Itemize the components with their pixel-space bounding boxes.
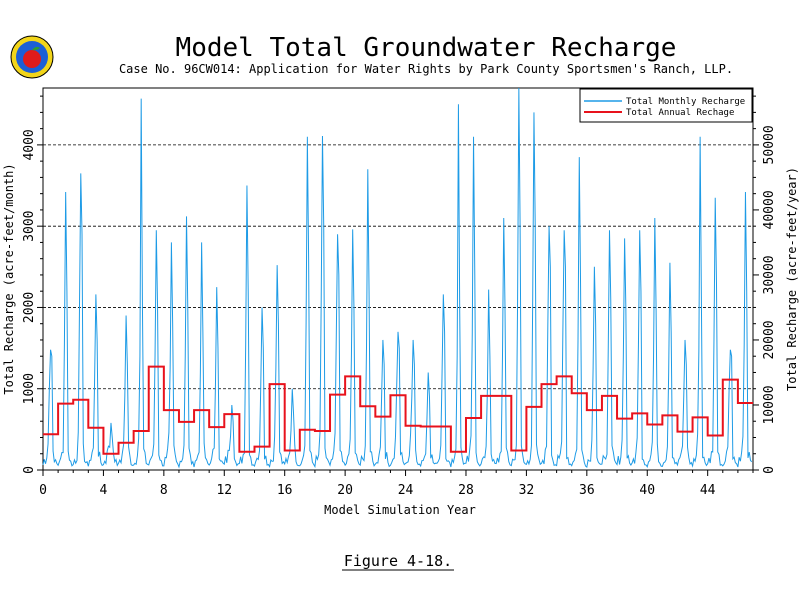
x-tick-label: 0 (39, 483, 47, 498)
x-tick-label: 36 (579, 483, 595, 498)
y-right-tick-label: 30000 (762, 255, 777, 294)
x-tick-label: 40 (639, 483, 655, 498)
x-tick-label: 12 (216, 483, 232, 498)
series-annual-recharge (43, 365, 753, 455)
y-left-tick-label: 1000 (22, 373, 37, 404)
legend-label-annual: Total Annual Rechage (626, 108, 734, 118)
series-monthly-recharge (42, 87, 753, 469)
y-right-tick-label: 50000 (762, 125, 777, 164)
chart-subtitle: Case No. 96CW014: Application for Water … (119, 62, 733, 76)
y-left-tick-label: 4000 (22, 129, 37, 160)
x-tick-label: 28 (458, 483, 474, 498)
y-left-tick-label: 3000 (22, 211, 37, 242)
y-right-tick-label: 40000 (762, 190, 777, 229)
x-tick-label: 24 (398, 483, 414, 498)
legend-box (579, 88, 753, 123)
x-tick-label: 32 (519, 483, 535, 498)
logo-apple-icon (10, 35, 54, 79)
x-tick-label: 4 (100, 483, 108, 498)
x-axis: 0 4 8 12 16 20 24 28 32 36 40 44 (39, 470, 754, 498)
x-tick-label: 8 (160, 483, 168, 498)
monthly-recharge-line (42, 87, 753, 469)
x-tick-label: 44 (700, 483, 716, 498)
plot-frame (42, 87, 754, 471)
y-axis-right-label: Total Recharge (acre-feet/year) (785, 167, 799, 391)
gridlines (43, 144, 753, 390)
y-right-tick-label: 0 (762, 466, 777, 474)
y-axis-left: 0 1000 2000 3000 4000 (22, 95, 43, 474)
y-left-tick-label: 2000 (22, 292, 37, 323)
y-right-tick-label: 10000 (762, 385, 777, 424)
annual-recharge-step-line (43, 365, 753, 455)
y-left-tick-label: 0 (22, 466, 37, 474)
x-tick-label: 16 (277, 483, 293, 498)
legend: Total Monthly Recharge Total Annual Rech… (579, 88, 753, 123)
figure-caption: Figure 4-18. (344, 552, 452, 570)
chart-title: Model Total Groundwater Recharge (176, 33, 677, 63)
legend-label-monthly: Total Monthly Recharge (626, 97, 745, 107)
y-axis-left-label: Total Recharge (acre-feet/month) (2, 163, 16, 394)
y-right-tick-label: 20000 (762, 320, 777, 359)
y-axis-right: 0 10000 20000 30000 40000 50000 (753, 95, 777, 474)
x-tick-label: 20 (337, 483, 353, 498)
x-axis-label: Model Simulation Year (324, 503, 476, 517)
